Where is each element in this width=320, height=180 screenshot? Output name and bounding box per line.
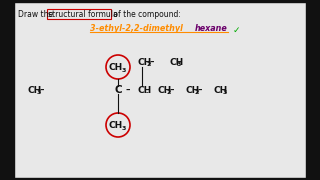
Text: 3-ethyl-2,2-dimethyl: 3-ethyl-2,2-dimethyl (90, 24, 183, 33)
Bar (306, 0, 320, 180)
Text: 2: 2 (147, 62, 151, 67)
Text: CH: CH (186, 86, 200, 94)
Text: hexane: hexane (195, 24, 228, 33)
Text: ✓: ✓ (233, 26, 241, 35)
Text: 3: 3 (222, 90, 227, 95)
Text: 2: 2 (195, 90, 199, 95)
Text: 3: 3 (122, 68, 126, 73)
Bar (0, 178, 320, 180)
Text: CH: CH (28, 86, 42, 94)
Text: structural formula: structural formula (48, 10, 118, 19)
Bar (0, 0, 14, 180)
Text: CH: CH (214, 86, 228, 94)
Text: 3: 3 (177, 62, 181, 67)
Text: CH: CH (109, 62, 123, 71)
Text: Draw the: Draw the (18, 10, 55, 19)
Bar (0, 0, 320, 2)
Text: 3: 3 (36, 90, 41, 95)
Text: –: – (170, 86, 174, 94)
Text: C: C (114, 85, 122, 95)
Text: –: – (40, 86, 44, 94)
Text: –: – (126, 86, 131, 94)
Text: CH: CH (158, 86, 172, 94)
Text: of the compound:: of the compound: (111, 10, 181, 19)
Text: 3: 3 (122, 125, 126, 130)
Text: CH: CH (138, 86, 152, 94)
Text: –: – (146, 90, 149, 95)
Text: –: – (198, 86, 203, 94)
Text: 2: 2 (166, 90, 171, 95)
Text: CH: CH (138, 57, 152, 66)
Text: CH: CH (169, 57, 183, 66)
Text: CH: CH (109, 120, 123, 129)
Text: –: – (149, 57, 154, 66)
